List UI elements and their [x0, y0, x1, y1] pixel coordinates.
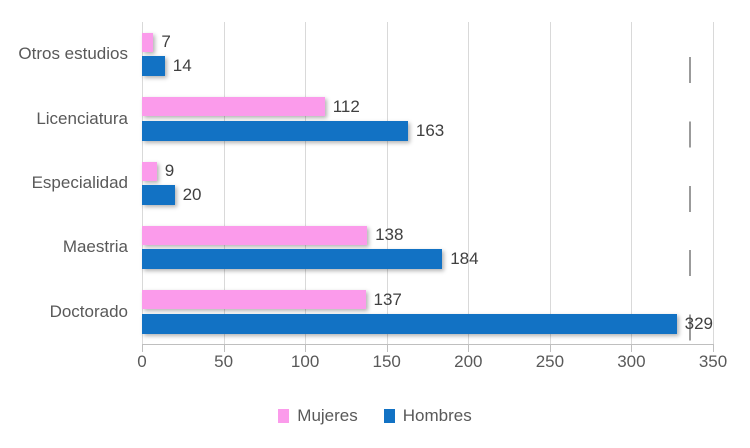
data-label: 138: [375, 225, 404, 245]
data-label: 329: [684, 313, 713, 333]
x-tick-150: [386, 344, 388, 352]
gridline-150: [386, 22, 388, 344]
bar-hombres-3: [142, 249, 443, 270]
x-tick-label-0: 0: [137, 352, 147, 371]
gridline-350: [713, 22, 714, 344]
category-label-0: Otros estudios: [18, 44, 128, 64]
x-tick-100: [305, 344, 307, 352]
x-tick-300: [631, 344, 633, 352]
bar-mujeres-0: [142, 32, 154, 52]
x-tick-0: [142, 344, 143, 352]
gridline-100: [305, 22, 307, 344]
bar-line: 329: [142, 313, 713, 334]
legend-item-mujeres: Mujeres: [278, 406, 358, 426]
bar-hombres-2: [142, 185, 175, 206]
reference-dashed-line: [688, 22, 691, 344]
bar-line: 112: [142, 97, 713, 117]
bar-pair: 137 329: [142, 290, 713, 334]
x-tick-label-350: 350: [698, 352, 728, 371]
bar-line: 163: [142, 120, 713, 141]
bar-hombres-4: [142, 313, 677, 334]
gridline-50: [223, 22, 225, 344]
category-label-3: Maestria: [62, 237, 128, 257]
x-tick-200: [468, 344, 470, 352]
bar-line: 9: [142, 161, 713, 181]
data-label: 112: [332, 96, 360, 116]
bar-mujeres-4: [142, 290, 366, 310]
bar-line: 20: [142, 185, 713, 206]
data-label: 137: [373, 289, 402, 309]
x-tick-250: [549, 344, 551, 352]
x-axis-line: [142, 344, 714, 345]
gridline-0: [142, 22, 143, 344]
gridline-200: [468, 22, 470, 344]
x-tick-label-150: 150: [372, 352, 401, 371]
bar-line: 138: [142, 225, 713, 245]
x-tick-350: [713, 344, 714, 352]
bar-pair: 7 14: [142, 32, 713, 77]
data-label: 14: [172, 56, 192, 76]
data-label: 9: [164, 161, 175, 181]
x-tick-label-250: 250: [535, 352, 565, 371]
gridline-300: [631, 22, 633, 344]
x-tick-label-50: 50: [214, 352, 234, 371]
data-label: 20: [182, 185, 202, 205]
bar-row-1: 112 163: [142, 86, 713, 150]
x-tick-label-200: 200: [454, 352, 483, 371]
category-label-1: Licenciatura: [36, 108, 128, 128]
bar-pair: 112 163: [142, 97, 713, 141]
bar-row-4: 137 329: [142, 280, 713, 344]
gridline-250: [549, 22, 551, 344]
data-label: 184: [450, 249, 479, 269]
bar-rows: 7 14 112 163 9 20 138 184 137 329: [142, 22, 713, 344]
bar-row-3: 138 184: [142, 215, 713, 279]
bar-hombres-0: [142, 56, 165, 77]
category-label-4: Doctorado: [49, 301, 128, 321]
plot-area: 7 14 112 163 9 20 138 184 137 329: [142, 22, 714, 344]
bar-row-0: 7 14: [142, 22, 713, 86]
category-label-2: Especialidad: [31, 173, 128, 193]
bar-hombres-1: [142, 120, 408, 141]
bar-line: 137: [142, 290, 713, 310]
bar-pair: 9 20: [142, 161, 713, 206]
legend-label-mujeres: Mujeres: [297, 406, 358, 425]
x-tick-50: [223, 344, 225, 352]
legend-swatch-hombres: [383, 409, 395, 423]
bar-line: 7: [142, 32, 713, 52]
bar-pair: 138 184: [142, 225, 713, 270]
bar-mujeres-2: [142, 161, 157, 181]
data-label: 7: [161, 32, 171, 52]
x-axis-labels: 0 50 100 150 200 250 300 350: [137, 352, 727, 374]
legend-item-hombres: Hombres: [383, 406, 472, 426]
legend-swatch-mujeres: [278, 409, 290, 423]
x-tick-label-100: 100: [290, 352, 320, 371]
category-axis-labels: Otros estudios Licenciatura Especialidad Ma…: [0, 22, 128, 344]
bar-mujeres-3: [142, 225, 368, 245]
bar-line: 184: [142, 249, 713, 270]
x-tick-label-300: 300: [617, 352, 646, 371]
legend: Mujeres Hombres: [0, 406, 750, 426]
data-label: 163: [415, 120, 445, 140]
legend-label-hombres: Hombres: [402, 406, 472, 425]
bar-row-2: 9 20: [142, 151, 713, 215]
bar-mujeres-1: [142, 97, 325, 117]
bar-line: 14: [142, 56, 713, 77]
